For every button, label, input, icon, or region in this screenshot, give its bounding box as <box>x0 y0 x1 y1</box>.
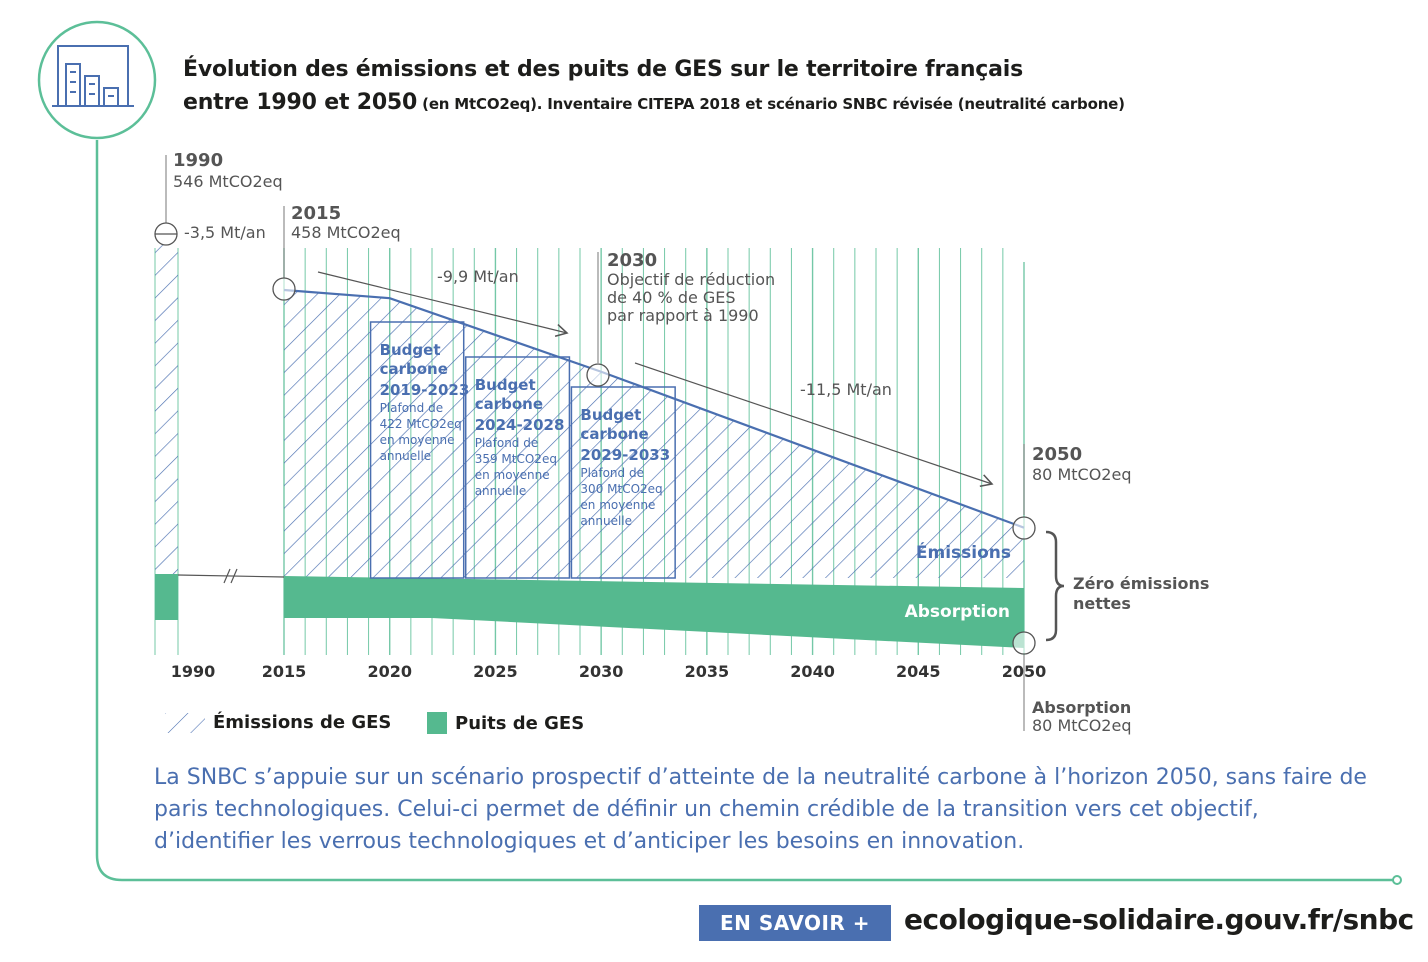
x-tick-label: 2035 <box>685 662 730 681</box>
absorption-1990-bar <box>155 574 178 620</box>
budget-cap-line3: en moyenne <box>580 498 655 512</box>
budget-cap-line4: annuelle <box>580 514 632 528</box>
description-paragraph: La SNBC s’appuie sur un scénario prospec… <box>154 765 1367 854</box>
budget-title-line1: Budget <box>475 376 536 394</box>
absorption-label: Absorption <box>905 602 1010 622</box>
chart-areas <box>155 244 1025 648</box>
point-2030-line1: Objectif de réduction <box>607 270 775 289</box>
legend-puits-label: Puits de GES <box>455 712 585 734</box>
point-2030-circle <box>586 363 610 387</box>
budget-period: 2029-2033 <box>580 446 670 464</box>
absorption-2050-line1: Absorption <box>1032 698 1131 717</box>
frame-end-dot <box>1392 875 1402 885</box>
legend-puits: Puits de GES <box>427 712 584 734</box>
budget-title-line1: Budget <box>580 406 641 424</box>
absorption-2050-line2: 80 MtCO2eq <box>1032 716 1131 735</box>
rate-arrow <box>634 362 994 487</box>
legend-emissions: Émissions de GES <box>165 712 391 733</box>
rate-1990: -3,5 Mt/an <box>184 223 266 242</box>
legend-green-swatch <box>427 712 447 734</box>
budget-title-line2: carbone <box>580 425 648 443</box>
carbon-budget-box <box>369 321 465 579</box>
x-tick-label: 1990 <box>171 662 216 681</box>
point-2015-value: 458 MtCO2eq <box>291 223 401 242</box>
point-2050-absorption-circle <box>1012 631 1036 655</box>
x-tick-label: 2025 <box>473 662 518 681</box>
emissions-1990-area <box>155 244 178 578</box>
point-2015-circle <box>272 277 296 301</box>
zero-emissions-bracket <box>1045 530 1065 642</box>
budget-title-line1: Budget <box>380 341 441 359</box>
point-2030-year: 2030 <box>607 250 657 271</box>
emissions-line <box>283 288 1025 529</box>
emissions-label: Émissions <box>916 541 1011 563</box>
legend-hatch-swatch <box>165 712 205 733</box>
point-2050-circle <box>1012 516 1036 540</box>
point-2050-value: 80 MtCO2eq <box>1032 465 1131 484</box>
rate-2015-2030: -9,9 Mt/an <box>437 267 519 286</box>
absorption-area <box>284 576 1024 648</box>
budget-cap-line4: annuelle <box>475 484 527 498</box>
rate-arrow <box>317 271 569 338</box>
budget-cap-line4: annuelle <box>380 449 432 463</box>
point-1990-year: 1990 <box>173 150 223 171</box>
rate-2030-2050: -11,5 Mt/an <box>800 380 892 399</box>
chart-title-subtitle: (en MtCO2eq). Inventaire CITEPA 2018 et … <box>417 95 1125 113</box>
point-2015-year: 2015 <box>291 203 341 224</box>
emissions-area <box>284 290 1024 578</box>
frame-border <box>95 140 1395 882</box>
budget-period: 2019-2023 <box>380 381 470 399</box>
budget-cap-line1: Plafond de <box>475 436 539 450</box>
axis-break-mark <box>223 568 231 584</box>
chart-marks: 1990 2015 2020 2025 2030 2035 2040 2045 2050 <box>154 155 1065 731</box>
point-2030-line2: de 40 % de GES <box>607 288 736 307</box>
point-1990-value: 546 MtCO2eq <box>173 172 283 191</box>
axis-break-mark <box>230 568 238 584</box>
budget-cap-line2: 359 MtCO2eq <box>475 452 557 466</box>
zero-emissions-line1: Zéro émissions <box>1073 574 1209 593</box>
snbc-link[interactable]: ecologique-solidaire.gouv.fr/snbc <box>904 903 1414 936</box>
carbon-budget-box <box>464 356 571 579</box>
budget-title-line2: carbone <box>380 360 448 378</box>
budget-cap-line2: 422 MtCO2eq <box>380 417 462 431</box>
point-2030-line3: par rapport à 1990 <box>607 306 759 325</box>
budget-cap-line3: en moyenne <box>380 433 455 447</box>
legend-emissions-label: Émissions de GES <box>213 712 392 733</box>
zero-emissions-line2: nettes <box>1073 594 1131 613</box>
budget-period: 2024-2028 <box>475 416 565 434</box>
x-tick-label: 2020 <box>367 662 412 681</box>
bar-chart-building-icon <box>37 20 157 140</box>
budget-cap-line2: 300 MtCO2eq <box>580 482 662 496</box>
chart-title-line2: entre 1990 et 2050 (en MtCO2eq). Inventa… <box>183 90 1125 115</box>
budget-cap-line1: Plafond de <box>580 466 644 480</box>
budget-cap-line3: en moyenne <box>475 468 550 482</box>
en-savoir-button[interactable]: EN SAVOIR + <box>699 905 891 941</box>
carbon-budget-box <box>570 386 676 579</box>
x-tick-label: 2050 <box>1002 662 1047 681</box>
chart-title-line1: Évolution des émissions et des puits de … <box>183 57 1024 82</box>
budget-cap-line1: Plafond de <box>380 401 444 415</box>
axis-break-line <box>177 574 285 578</box>
point-2050-year: 2050 <box>1032 444 1082 465</box>
x-tick-label: 2015 <box>262 662 307 681</box>
x-tick-label: 2045 <box>896 662 941 681</box>
chart-title-main: entre 1990 et 2050 <box>183 90 418 115</box>
x-tick-label: 2030 <box>579 662 624 681</box>
budget-title-line2: carbone <box>475 395 543 413</box>
x-tick-label: 2040 <box>790 662 835 681</box>
